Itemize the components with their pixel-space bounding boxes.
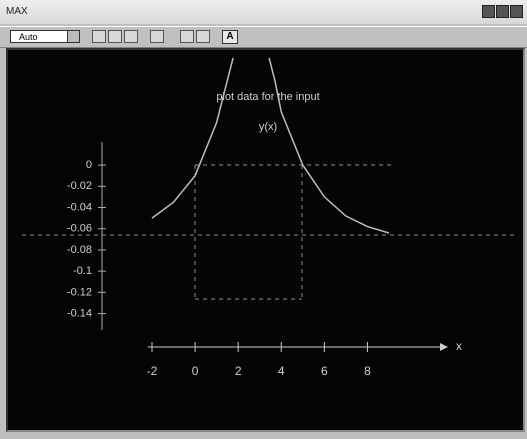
plot: plot data for the input y(x) x 0 -0.02 -0.… (8, 50, 523, 430)
minimize-button[interactable] (482, 5, 495, 18)
x-tick-label: 0 (192, 364, 199, 378)
status-bar (0, 432, 527, 439)
x-tick-label: 8 (364, 364, 371, 378)
x-axis-label: x (456, 339, 462, 353)
x-tick-label: 2 (235, 364, 242, 378)
y-tick-label: -0.06 (67, 223, 92, 235)
window-controls (482, 5, 523, 18)
tool-icon[interactable] (124, 30, 138, 43)
y-tick-label: -0.1 (73, 265, 92, 277)
x-axis-arrow (440, 343, 448, 351)
x-tick-label: 6 (321, 364, 328, 378)
y-tick-label: -0.04 (67, 201, 92, 213)
tool-icon[interactable] (150, 30, 164, 43)
curve (152, 50, 389, 233)
plot-subtitle: y(x) (259, 121, 277, 133)
maximize-button[interactable] (496, 5, 509, 18)
y-tick-label: -0.14 (67, 307, 92, 319)
guide-lines (22, 165, 518, 299)
text-button[interactable]: A (222, 30, 238, 44)
tool-icon[interactable] (108, 30, 122, 43)
mode-dropdown[interactable]: Auto (10, 30, 80, 43)
plot-title: plot data for the input (216, 91, 319, 103)
tool-icon[interactable] (92, 30, 106, 43)
y-tick-label: 0 (86, 159, 92, 171)
title-bar: MAX (0, 0, 527, 24)
app-window: MAX Auto A plot data for the input y(x) (0, 0, 527, 439)
window-title: MAX (6, 6, 28, 17)
tool-icon[interactable] (196, 30, 210, 43)
y-tick-label: -0.12 (67, 286, 92, 298)
toolbar: Auto A (0, 26, 527, 48)
x-tick-label: 4 (278, 364, 285, 378)
x-tick-label: -2 (147, 364, 158, 378)
y-tick-label: -0.02 (67, 180, 92, 192)
tool-icon[interactable] (180, 30, 194, 43)
y-tick-label: -0.08 (67, 244, 92, 256)
plot-area: plot data for the input y(x) x 0 -0.02 -0.… (6, 48, 525, 432)
close-button[interactable] (510, 5, 523, 18)
